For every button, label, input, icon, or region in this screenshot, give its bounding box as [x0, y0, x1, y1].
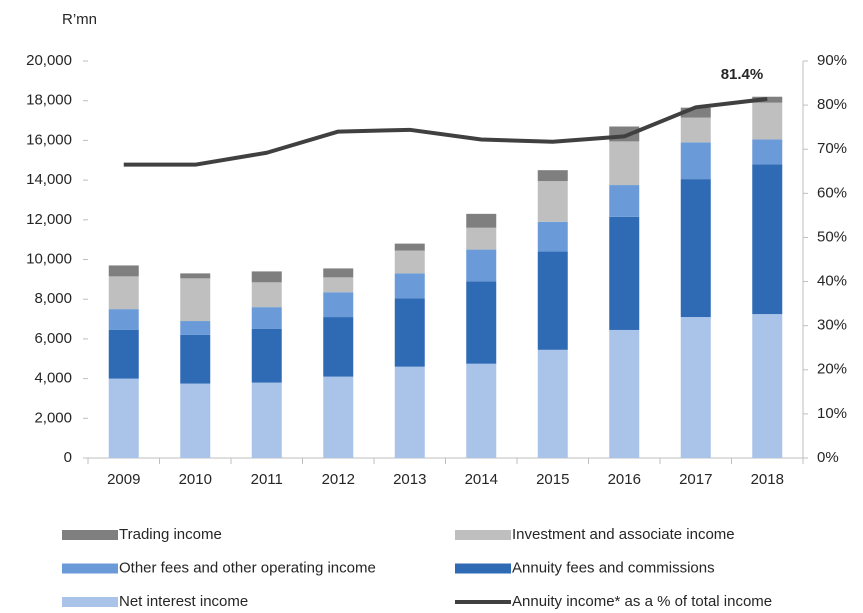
bar — [680, 317, 711, 458]
bar — [323, 317, 354, 377]
bar — [180, 278, 211, 322]
y-tick-label: 2,000 — [34, 409, 72, 426]
legend-label: Annuity income* as a % of total income — [512, 593, 772, 610]
bar — [180, 321, 211, 335]
bar — [537, 349, 568, 458]
bar — [251, 307, 282, 329]
x-tick-label: 2010 — [179, 471, 212, 488]
bar — [466, 249, 497, 282]
bar — [466, 363, 497, 458]
legend-swatch — [455, 530, 511, 540]
y-tick-label: 8,000 — [34, 290, 72, 307]
data-label: 81.4% — [721, 66, 764, 83]
bar — [323, 268, 354, 278]
bar — [251, 271, 282, 283]
y-tick-label: 12,000 — [26, 211, 72, 228]
bar — [609, 185, 640, 217]
y2-tick-label: 30% — [817, 317, 847, 334]
bar — [680, 107, 711, 118]
bar — [180, 383, 211, 458]
bar — [180, 334, 211, 384]
bar — [251, 382, 282, 458]
bar — [251, 282, 282, 308]
y2-tick-label: 90% — [817, 52, 847, 69]
bar — [609, 329, 640, 458]
y-tick-label: 18,000 — [26, 92, 72, 109]
x-tick-label: 2017 — [679, 471, 712, 488]
bar — [394, 366, 425, 458]
bar — [466, 281, 497, 364]
legend-label: Annuity fees and commissions — [512, 559, 715, 576]
bar — [680, 142, 711, 180]
bar — [752, 102, 783, 140]
legend-label: Investment and associate income — [512, 526, 735, 543]
y2-tick-label: 70% — [817, 140, 847, 157]
bar — [537, 170, 568, 182]
bar — [752, 314, 783, 458]
legend-label: Other fees and other operating income — [119, 559, 376, 576]
y2-tick-label: 80% — [817, 96, 847, 113]
x-tick-label: 2011 — [251, 471, 283, 488]
y-tick-label: 16,000 — [26, 131, 72, 148]
bar — [752, 139, 783, 165]
bar — [537, 221, 568, 252]
legend-label: Trading income — [119, 526, 222, 543]
bar — [323, 277, 354, 293]
bar — [108, 265, 139, 277]
bar — [466, 227, 497, 250]
bar — [752, 164, 783, 315]
bar — [394, 243, 425, 251]
y2-tick-label: 0% — [817, 449, 839, 466]
bar — [680, 179, 711, 318]
y2-tick-label: 50% — [817, 228, 847, 245]
y2-tick-label: 60% — [817, 184, 847, 201]
x-tick-label: 2014 — [465, 471, 498, 488]
y2-tick-label: 10% — [817, 405, 847, 422]
bar — [680, 117, 711, 143]
bar — [609, 216, 640, 330]
bar — [323, 292, 354, 318]
x-tick-label: 2012 — [322, 471, 355, 488]
bar — [108, 329, 139, 379]
y-tick-label: 20,000 — [26, 52, 72, 69]
bar — [108, 276, 139, 310]
legend-label: Net interest income — [119, 593, 248, 610]
x-tick-label: 2016 — [608, 471, 641, 488]
legend-swatch — [62, 530, 118, 540]
x-tick-label: 2009 — [107, 471, 140, 488]
y-tick-label: 14,000 — [26, 171, 72, 188]
y-tick-label: 0 — [64, 449, 72, 466]
line — [123, 96, 768, 167]
legend-swatch — [455, 563, 511, 574]
bar — [108, 378, 139, 458]
y2-tick-label: 20% — [817, 361, 847, 378]
x-tick-label: 2015 — [536, 471, 569, 488]
y-tick-label: 6,000 — [34, 330, 72, 347]
y-tick-label: 10,000 — [26, 250, 72, 267]
bar — [466, 213, 497, 228]
bar — [609, 141, 640, 186]
x-tick-label: 2018 — [751, 471, 784, 488]
y-axis-label: R’mn — [62, 11, 97, 28]
bar — [537, 181, 568, 222]
y2-tick-label: 40% — [817, 273, 847, 290]
bar — [323, 376, 354, 458]
bar — [394, 298, 425, 367]
legend-swatch — [62, 563, 118, 574]
bar — [394, 250, 425, 274]
bar — [537, 251, 568, 350]
bar — [108, 309, 139, 330]
bar — [180, 273, 211, 279]
bar — [251, 328, 282, 383]
bar — [394, 273, 425, 299]
x-tick-label: 2013 — [393, 471, 426, 488]
legend-swatch — [62, 597, 118, 607]
y-tick-label: 4,000 — [34, 370, 72, 387]
